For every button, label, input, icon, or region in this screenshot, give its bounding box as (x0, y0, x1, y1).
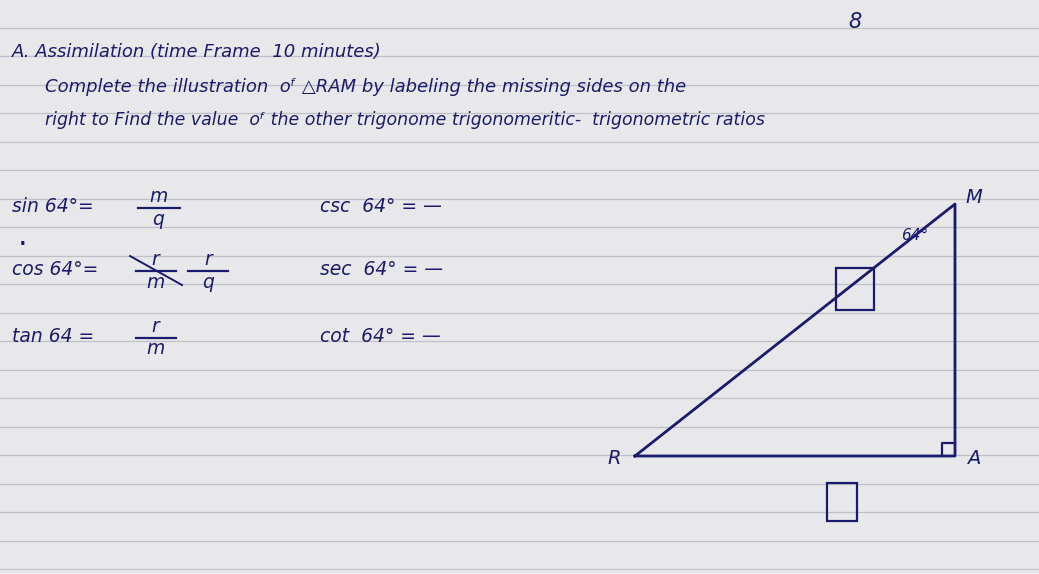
Text: r: r (151, 250, 159, 269)
Text: 8: 8 (849, 12, 861, 32)
Text: 64°: 64° (902, 228, 929, 243)
Text: m: m (145, 339, 164, 359)
Text: cos 64°=: cos 64°= (12, 259, 99, 278)
Text: M: M (965, 188, 982, 207)
Bar (836, 268, 874, 310)
Text: r: r (204, 250, 212, 269)
Text: m: m (145, 273, 164, 292)
Text: cot  64° = —: cot 64° = — (320, 327, 441, 346)
Text: A. Assimilation (time Frame  10 minutes): A. Assimilation (time Frame 10 minutes) (12, 43, 381, 61)
Text: tan 64 =: tan 64 = (12, 327, 95, 346)
Text: sin 64°=: sin 64°= (12, 196, 94, 215)
Text: .: . (18, 222, 28, 250)
Text: A: A (967, 449, 981, 468)
Text: csc  64° = —: csc 64° = — (320, 196, 442, 215)
Text: R: R (608, 448, 621, 467)
Text: r: r (151, 316, 159, 335)
Text: Complete the illustration  oᶠ △RAM by labeling the missing sides on the: Complete the illustration oᶠ △RAM by lab… (45, 78, 686, 96)
Text: q: q (152, 210, 164, 228)
Text: m: m (149, 187, 167, 205)
Text: right to Find the value  oᶠ the other trigonome trigonomeritic-  trigonometric r: right to Find the value oᶠ the other tri… (45, 111, 765, 129)
Text: q: q (202, 273, 214, 292)
Bar (827, 483, 857, 521)
Text: sec  64° = —: sec 64° = — (320, 259, 443, 278)
